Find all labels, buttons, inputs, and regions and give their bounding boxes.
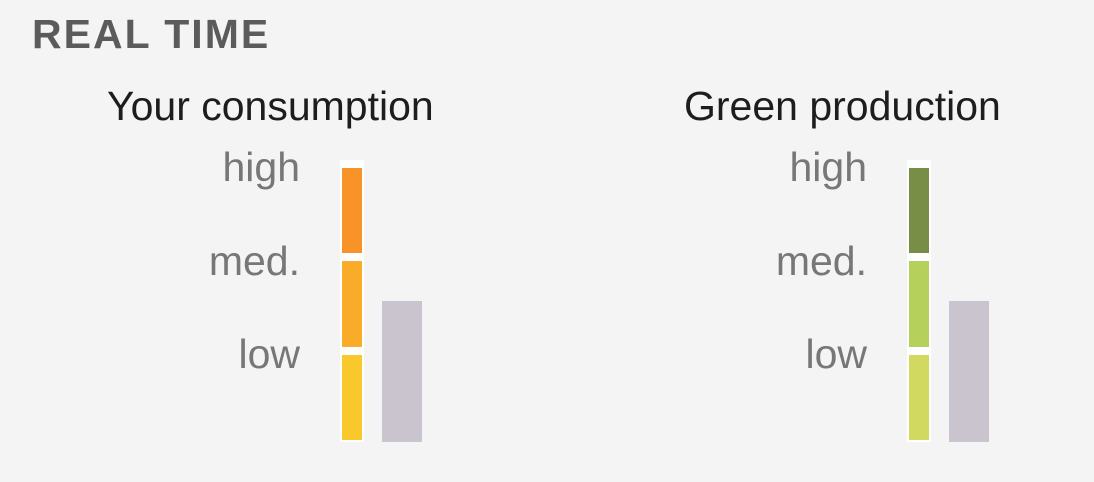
production-level-scale bbox=[907, 160, 931, 442]
production-level-med-label: med. bbox=[775, 238, 867, 284]
consumption-indicator bbox=[382, 160, 422, 442]
production-scale-low-segment bbox=[909, 355, 929, 440]
consumption-level-high-label: high bbox=[222, 144, 300, 190]
consumption-panel: Your consumption high med. low bbox=[107, 83, 434, 442]
consumption-title: Your consumption bbox=[107, 83, 434, 129]
consumption-level-med-label: med. bbox=[208, 238, 300, 284]
production-level-low-label: low bbox=[805, 331, 867, 377]
consumption-level-low-label: low bbox=[238, 331, 300, 377]
production-indicator-fill bbox=[949, 301, 989, 442]
production-title: Green production bbox=[684, 83, 1001, 129]
production-scale-high-segment bbox=[909, 168, 929, 253]
section-title: REAL TIME bbox=[32, 11, 271, 57]
production-panel: Green production high med. low bbox=[547, 0, 1094, 482]
production-indicator bbox=[949, 160, 989, 442]
consumption-indicator-fill bbox=[382, 301, 422, 442]
production-level-high-label: high bbox=[789, 144, 867, 190]
consumption-level-scale bbox=[340, 160, 364, 442]
consumption-scale-low-segment bbox=[342, 355, 362, 440]
production-scale-med-segment bbox=[909, 261, 929, 347]
consumption-scale-high-segment bbox=[342, 168, 362, 253]
consumption-scale-med-segment bbox=[342, 261, 362, 347]
